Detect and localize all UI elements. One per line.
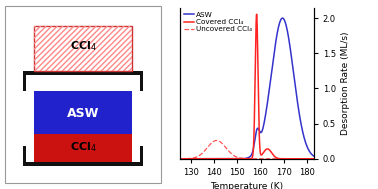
- Bar: [23, 71, 144, 75]
- Bar: [34, 26, 132, 71]
- Bar: [23, 71, 26, 91]
- X-axis label: Temperature (K): Temperature (K): [210, 182, 283, 189]
- Bar: [5, 6, 161, 183]
- Bar: [34, 91, 132, 162]
- Bar: [34, 133, 132, 162]
- Text: CCl$_4$: CCl$_4$: [70, 141, 96, 154]
- Text: ASW: ASW: [67, 107, 99, 120]
- Bar: [34, 26, 132, 71]
- Bar: [140, 146, 144, 166]
- Bar: [23, 146, 26, 166]
- Legend: ASW, Covered CCl₄, Uncovered CCl₄: ASW, Covered CCl₄, Uncovered CCl₄: [183, 11, 253, 33]
- Text: CCl$_4$: CCl$_4$: [70, 39, 96, 53]
- Bar: [23, 162, 144, 166]
- Bar: [140, 71, 144, 91]
- Y-axis label: Desorption Rate (ML/s): Desorption Rate (ML/s): [341, 31, 350, 135]
